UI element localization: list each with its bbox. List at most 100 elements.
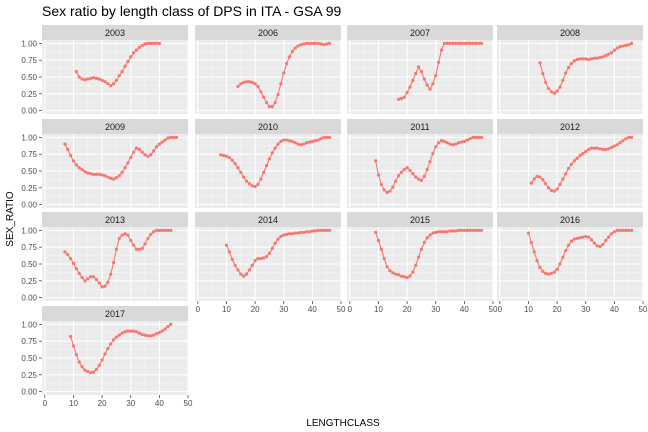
data-point [618, 228, 622, 232]
data-point [555, 89, 559, 93]
data-point [239, 82, 243, 86]
data-point [310, 139, 314, 143]
data-point [114, 176, 119, 180]
data-point [589, 146, 594, 150]
data-point [405, 275, 409, 280]
data-point [290, 232, 294, 236]
data-point [74, 70, 78, 74]
data-point [448, 41, 452, 45]
y-tick-label: 0.50 [21, 354, 37, 363]
data-point [71, 261, 76, 265]
data-point [120, 233, 124, 237]
data-point [428, 87, 432, 91]
data-point [425, 236, 429, 240]
x-tick-label: 40 [460, 305, 469, 314]
data-point [149, 41, 153, 45]
data-point [152, 333, 156, 337]
data-point [428, 159, 432, 164]
data-point [71, 344, 76, 348]
data-point [629, 228, 634, 232]
data-point [526, 231, 531, 235]
data-point [479, 41, 484, 45]
chart-title: Sex ratio by length class of DPS in ITA … [42, 3, 342, 19]
data-point [157, 41, 161, 45]
data-point [402, 275, 406, 279]
data-point [174, 135, 179, 139]
facet-panel-2017: 2017 0.00 0.25 0.50 0.75 1.00 0 10 20 30 40 50 [21, 306, 193, 408]
y-tick-label: 0.75 [21, 243, 37, 252]
data-point [126, 329, 130, 333]
data-point [111, 82, 116, 86]
y-tick-label: 0.25 [21, 277, 37, 286]
data-point [479, 228, 484, 232]
data-point [74, 163, 78, 167]
data-point [77, 271, 81, 276]
data-point [566, 243, 571, 247]
data-point [566, 166, 571, 170]
data-point [425, 168, 429, 172]
x-tick-label: 0 [196, 305, 201, 314]
data-point [114, 247, 119, 251]
facet-strip [497, 119, 643, 134]
facet-panel-2007: 2007 [347, 25, 494, 114]
data-point [552, 189, 556, 193]
data-point [396, 273, 401, 277]
data-point [595, 244, 599, 248]
data-point [259, 90, 263, 94]
data-point [267, 105, 272, 109]
data-point [137, 147, 141, 152]
x-tick-label: 30 [431, 305, 440, 314]
data-point [465, 138, 469, 142]
data-point [399, 274, 403, 278]
data-point [615, 46, 619, 50]
y-tick-label: 1.00 [21, 320, 37, 329]
data-point [471, 41, 475, 45]
data-point [227, 250, 231, 254]
data-point [445, 41, 449, 45]
x-tick-label: 40 [155, 399, 164, 408]
data-point [91, 172, 96, 176]
data-point [612, 48, 616, 52]
data-point [439, 230, 444, 234]
data-point [437, 141, 441, 145]
data-point [285, 138, 289, 142]
data-point [244, 272, 249, 276]
data-point [549, 188, 553, 193]
data-point [137, 331, 141, 335]
data-point [609, 145, 614, 150]
data-point [80, 275, 84, 280]
data-point [589, 57, 594, 61]
data-point [414, 175, 418, 179]
data-point [439, 48, 444, 52]
data-point [154, 332, 159, 336]
data-point [584, 57, 588, 61]
data-point [242, 274, 246, 278]
data-point [264, 255, 269, 259]
data-point [439, 139, 444, 143]
data-point [408, 168, 412, 172]
data-point [126, 233, 130, 237]
data-point [111, 177, 116, 181]
data-point [152, 149, 156, 153]
data-point [91, 370, 96, 374]
data-point [80, 77, 84, 81]
data-point [431, 231, 435, 235]
facet-strip-label: 2014 [258, 215, 278, 225]
data-point [267, 251, 272, 255]
data-point [457, 41, 461, 45]
data-point [160, 329, 164, 333]
y-tick-label: 0.50 [21, 167, 37, 176]
data-point [137, 247, 141, 251]
data-point [103, 174, 107, 178]
data-point [374, 159, 378, 163]
data-point [293, 46, 297, 50]
data-point [558, 85, 562, 89]
data-point [94, 76, 98, 80]
data-point [459, 140, 464, 144]
data-point [419, 247, 424, 251]
data-point [474, 228, 478, 232]
y-tick-label: 0.75 [21, 56, 37, 65]
data-point [77, 75, 81, 79]
data-point [106, 280, 110, 284]
data-point [126, 59, 130, 64]
